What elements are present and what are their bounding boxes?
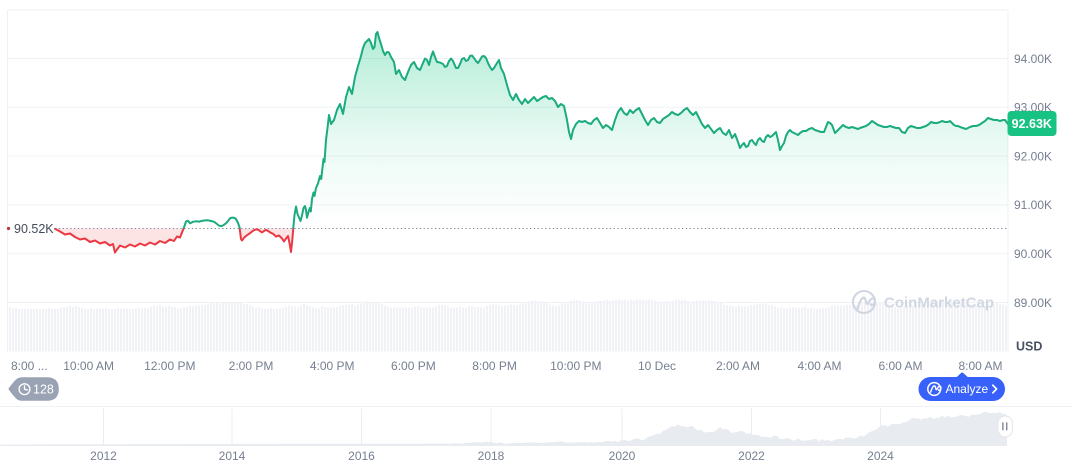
svg-text:2024: 2024 <box>867 449 894 463</box>
svg-text:USD: USD <box>1016 340 1042 354</box>
svg-text:2016: 2016 <box>348 449 375 463</box>
svg-text:92.63K: 92.63K <box>1012 117 1052 131</box>
svg-text:128: 128 <box>33 382 54 396</box>
svg-text:2022: 2022 <box>738 449 765 463</box>
svg-text:90.00K: 90.00K <box>1014 247 1052 261</box>
svg-text:6:00 AM: 6:00 AM <box>878 359 922 373</box>
svg-text:2014: 2014 <box>219 449 246 463</box>
svg-text:2018: 2018 <box>478 449 505 463</box>
svg-text:6:00 PM: 6:00 PM <box>391 359 436 373</box>
svg-text:90.52K: 90.52K <box>14 222 54 236</box>
svg-text:8:00 PM: 8:00 PM <box>472 359 517 373</box>
svg-text:91.00K: 91.00K <box>1014 198 1052 212</box>
svg-text:92.00K: 92.00K <box>1014 149 1052 163</box>
svg-text:Analyze: Analyze <box>946 382 989 396</box>
svg-text:2012: 2012 <box>90 449 117 463</box>
svg-text:10 Dec: 10 Dec <box>638 359 676 373</box>
svg-text:2:00 PM: 2:00 PM <box>229 359 274 373</box>
svg-text:10:00 PM: 10:00 PM <box>550 359 601 373</box>
svg-text:12:00 PM: 12:00 PM <box>144 359 195 373</box>
svg-text:4:00 AM: 4:00 AM <box>797 359 841 373</box>
svg-text:89.00K: 89.00K <box>1014 296 1052 310</box>
svg-text:CoinMarketCap: CoinMarketCap <box>884 295 994 312</box>
svg-text:2:00 AM: 2:00 AM <box>716 359 760 373</box>
svg-text:94.00K: 94.00K <box>1014 52 1052 66</box>
svg-text:8:00 AM: 8:00 AM <box>958 359 1002 373</box>
svg-text:4:00 PM: 4:00 PM <box>310 359 355 373</box>
svg-text:10:00 AM: 10:00 AM <box>63 359 114 373</box>
svg-text:8:00 ...: 8:00 ... <box>11 359 48 373</box>
svg-text:2020: 2020 <box>609 449 636 463</box>
